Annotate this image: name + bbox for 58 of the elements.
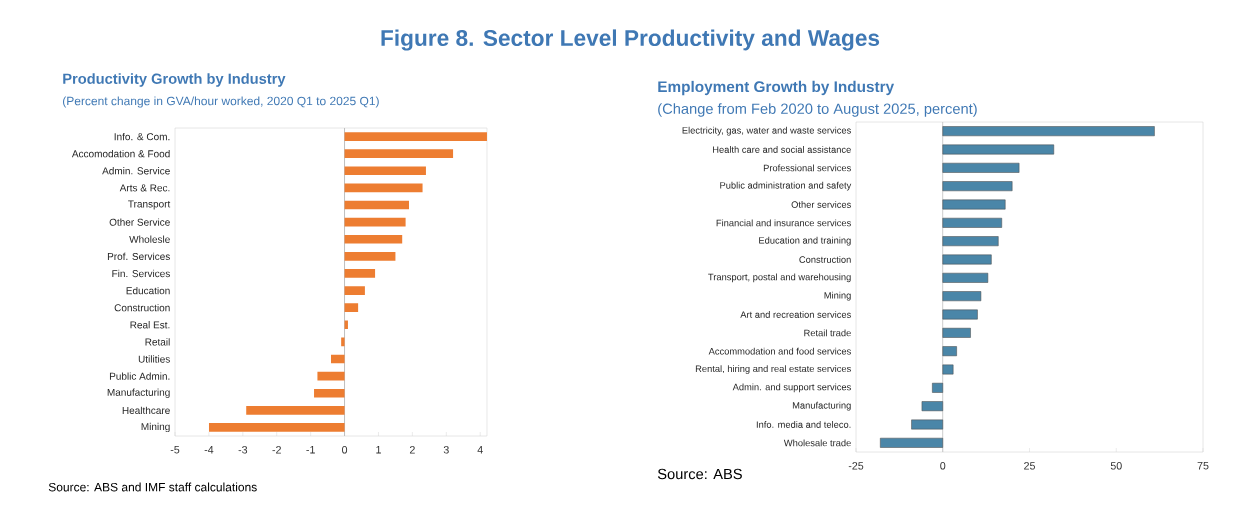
x-tick-label: 2 [409,446,415,454]
y-tick-label: Wholesale trade [783,439,851,447]
y-tick-label: Retail [145,338,170,346]
y-tick-label: Mining [141,422,170,433]
x-tick-label: 0 [940,462,946,470]
y-tick-label: Education [126,286,170,295]
y-tick-label: Accomodation & Food [71,150,170,158]
text: Figure 8. Sector Level Productivity and Wages [381,29,880,51]
x-tick-label: -25 [848,462,864,470]
chart-subtitle: (Percent change in GVA/hour worked, 2020 Q1 to 2025 Q1) [63,96,379,108]
x-tick-label: 3 [443,446,449,454]
y-tick-label: Admin. Service [102,167,170,175]
x-tick-label: 50 [1110,462,1122,470]
x-tick-label: 0 [342,446,348,454]
chart-title: Employment Growth by Industry [658,80,895,96]
x-tick-label: -3 [238,446,248,454]
y-tick-label: Healthcare [122,406,170,415]
y-tick-label: Wholesle [129,235,170,243]
y-tick-label: Electricity, gas, water and waste services [682,126,851,136]
y-tick-label: Public administration and safety [720,181,852,191]
y-tick-label: Transport, postal and warehousing [708,273,851,283]
y-tick-label: Construction [114,304,170,312]
y-tick-label: Construction [799,256,851,263]
y-tick-label: Financial and insurance services [716,219,851,227]
y-tick-label: Arts & Rec. [119,184,170,192]
y-tick-label: Info. & Com. [114,132,170,141]
y-tick-label: Rental, hiring and real estate services [695,365,851,374]
y-tick-label: Transport [128,200,171,210]
x-tick-label: 25 [1024,462,1035,470]
y-tick-label: Manufacturing [107,388,170,398]
y-tick-label: Education and training [759,236,851,246]
y-tick-label: Manufacturing [792,401,851,411]
source-note: Source: ABS [657,468,742,480]
chart-subtitle: (Change from Feb 2020 to August 2025, percent) [658,103,977,117]
y-tick-label: Art and recreation services [740,311,851,318]
x-tick-label: 1 [376,446,381,454]
source-note: Source: ABS and IMF staff calculations [48,482,257,492]
x-tick-label: 4 [477,446,483,454]
x-tick-label: -2 [272,446,281,454]
y-tick-label: Accommodation and food services [708,347,851,355]
y-tick-label: Prof. Services [107,252,170,261]
y-tick-label: Admin. and support services [732,383,851,393]
x-tick-label: 75 [1197,462,1209,470]
y-tick-label: Public Admin. [109,372,170,380]
y-tick-label: Real Est. [130,321,170,329]
y-tick-label: Fin. Services [112,269,170,278]
y-tick-label: Health care and social assistance [713,146,851,153]
chart-title: Productivity Growth by Industry [63,73,286,87]
x-tick-label: -4 [204,446,214,454]
x-tick-label: -1 [306,446,315,454]
y-tick-label: Retail trade [804,329,851,337]
y-tick-label: Professional services [763,164,851,172]
y-tick-label: Utilities [138,355,170,363]
y-tick-label: Info. media and teleco. [756,421,851,428]
y-tick-label: Mining [824,291,851,301]
y-tick-label: Other services [791,201,851,208]
x-tick-label: -5 [170,446,180,454]
y-tick-label: Other Service [109,218,170,226]
